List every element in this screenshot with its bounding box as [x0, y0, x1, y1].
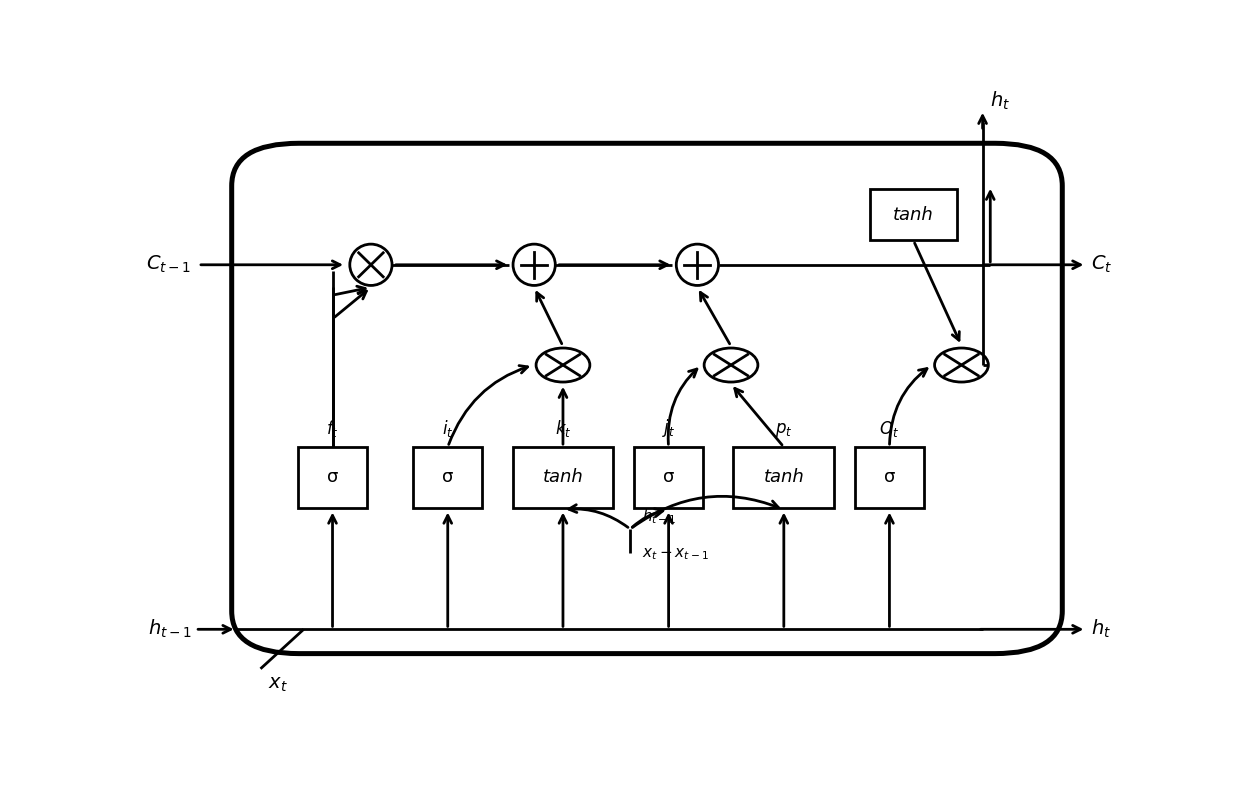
- FancyBboxPatch shape: [855, 447, 924, 508]
- Text: $h_{t-1}$: $h_{t-1}$: [147, 618, 191, 641]
- Text: $j_{t}$: $j_{t}$: [662, 417, 675, 439]
- FancyBboxPatch shape: [733, 447, 834, 508]
- FancyBboxPatch shape: [297, 447, 367, 508]
- Text: tanh: tanh: [543, 469, 584, 487]
- FancyBboxPatch shape: [232, 144, 1062, 653]
- Text: $O_{t}$: $O_{t}$: [880, 419, 900, 439]
- FancyBboxPatch shape: [634, 447, 704, 508]
- Text: $k_{t}$: $k_{t}$: [555, 418, 571, 439]
- Text: $i_{t}$: $i_{t}$: [442, 418, 453, 439]
- Text: σ: σ: [663, 469, 674, 487]
- Text: $p_{t}$: $p_{t}$: [776, 421, 793, 439]
- Text: $x_t$: $x_t$: [268, 675, 287, 694]
- Text: $h_t$: $h_t$: [1092, 618, 1111, 641]
- Text: $h_{t-1}$: $h_{t-1}$: [642, 507, 676, 526]
- Text: $f_{t}$: $f_{t}$: [326, 418, 339, 439]
- FancyBboxPatch shape: [870, 189, 957, 241]
- FancyBboxPatch shape: [413, 447, 482, 508]
- Text: $x_t - x_{t-1}$: $x_t - x_{t-1}$: [642, 546, 709, 562]
- Text: σ: σ: [883, 469, 895, 487]
- Text: tanh: tanh: [763, 469, 804, 487]
- FancyBboxPatch shape: [513, 447, 613, 508]
- Text: tanh: tanh: [893, 206, 934, 223]
- Text: $C_{t-1}$: $C_{t-1}$: [146, 254, 191, 275]
- Text: $h_t$: $h_t$: [990, 89, 1010, 112]
- Text: σ: σ: [442, 469, 453, 487]
- Text: σ: σ: [327, 469, 338, 487]
- Text: $C_t$: $C_t$: [1092, 254, 1113, 275]
